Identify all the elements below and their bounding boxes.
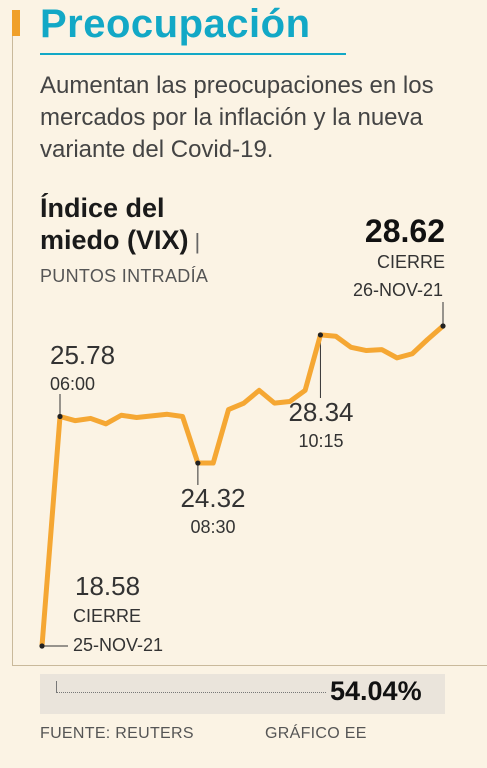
annotation-label: 10:15 (298, 431, 343, 451)
annotation-label: 08:30 (190, 517, 235, 537)
change-box (40, 674, 445, 714)
change-value: 54.04% (330, 676, 422, 706)
data-point-marker (317, 332, 324, 338)
change-tick (56, 681, 57, 693)
data-point-marker (195, 460, 201, 466)
leader-lines (42, 302, 444, 647)
chart-unit: PUNTOS INTRADÍA (40, 266, 209, 286)
annotation-label: CIERRE (377, 252, 445, 272)
title-separator: | (194, 229, 201, 254)
annotation-value: 24.32 (180, 483, 245, 513)
annotation-label: 26-NOV-21 (353, 280, 443, 300)
annotation-labels: 25.78 06:00 24.32 08:30 28.34 10:15 18.58 CIERR… (50, 213, 445, 655)
annotation-label: 06:00 (50, 374, 95, 394)
data-point-marker (57, 413, 63, 420)
frame-bottom-rule (12, 665, 487, 666)
chart-title-text: Índice del miedo (VIX) (40, 193, 189, 255)
annotation-value: 28.34 (288, 397, 353, 427)
chart-title: Índice del miedo (VIX) | (40, 192, 230, 258)
annotation-value: 18.58 (75, 571, 140, 601)
data-point-marker (440, 323, 446, 329)
series-line (39, 323, 446, 649)
data-point-marker (39, 643, 45, 649)
annotation-value: 28.62 (365, 213, 445, 249)
data-points (39, 323, 446, 649)
annotation-label: 25-NOV-21 (73, 635, 163, 655)
frame-left-rule (12, 36, 13, 666)
source-note: FUENTE: REUTERS (40, 725, 194, 742)
title-rule (40, 53, 346, 55)
annotation-label: CIERRE (73, 606, 141, 626)
page-title: Preocupación (40, 2, 311, 46)
credit-note: GRÁFICO EE (265, 725, 367, 742)
accent-bar (12, 10, 20, 36)
annotation-value: 25.78 (50, 340, 115, 370)
change-dotted-line (56, 692, 326, 693)
subtitle: Aumentan las preocupaciones en los merca… (40, 72, 434, 163)
